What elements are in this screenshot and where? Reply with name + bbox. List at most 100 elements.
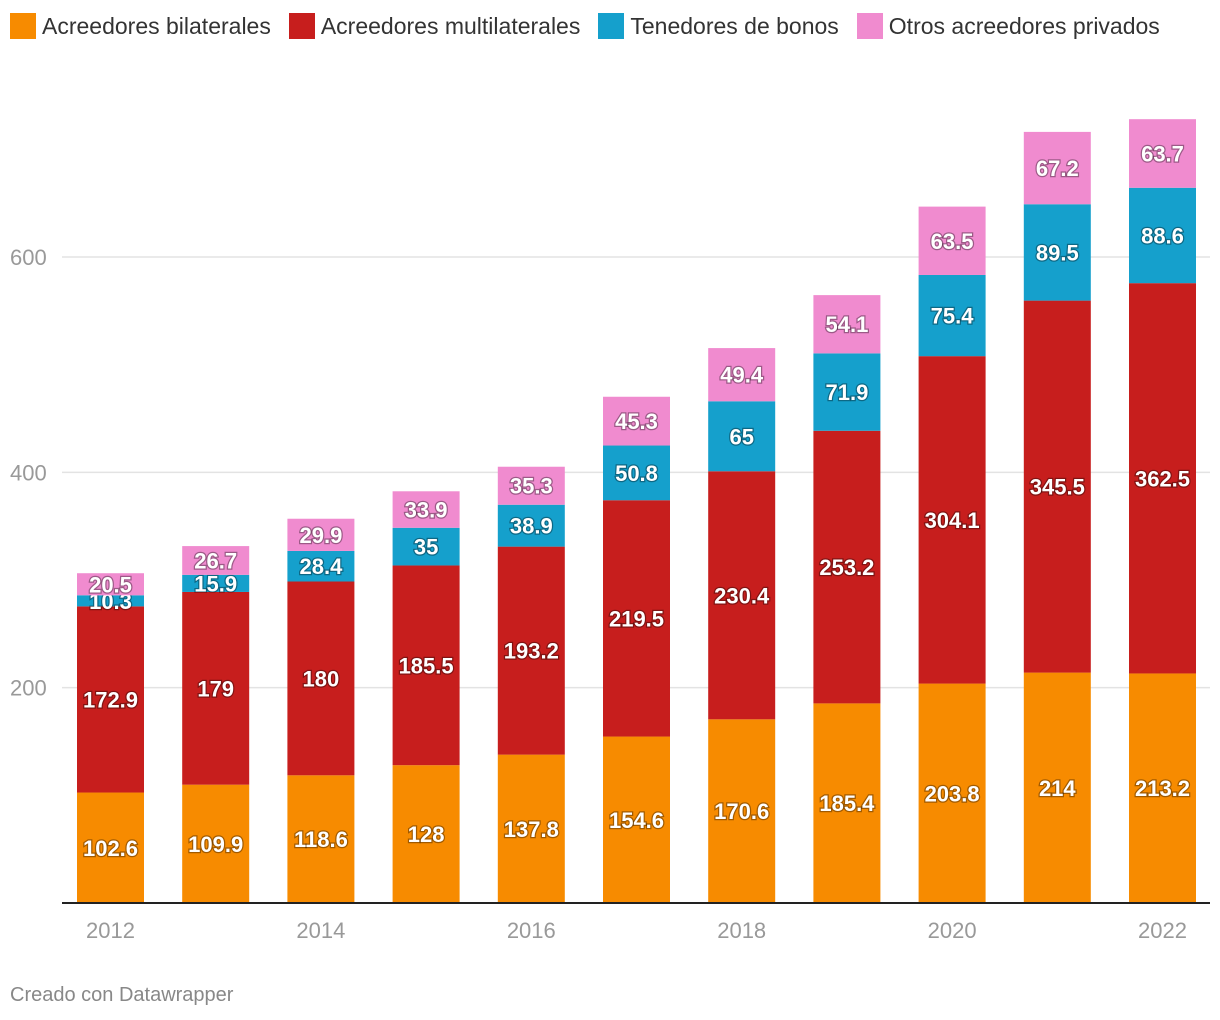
data-label: 128 — [408, 822, 445, 847]
bar-segment — [392, 565, 460, 766]
x-tick-label: 2016 — [507, 918, 556, 943]
data-label: 89.5 — [1036, 240, 1079, 265]
bar-segment — [182, 546, 250, 575]
legend-item-2: Tenedores de bonos — [598, 13, 839, 39]
bar-segment — [708, 401, 776, 472]
bar-segment — [287, 775, 355, 903]
bar-segment — [182, 784, 250, 903]
data-label: 170.6 — [714, 799, 769, 824]
data-label: 179 — [197, 676, 234, 701]
bar-segment — [497, 546, 565, 755]
footer-credit: Creado con Datawrapper — [10, 984, 234, 1006]
data-label: 45.3 — [615, 409, 658, 434]
data-label: 63.5 — [931, 229, 974, 254]
legend-swatch — [856, 13, 883, 39]
bar-segment — [813, 295, 881, 354]
data-label: 26.7 — [194, 548, 237, 573]
legend-swatch — [288, 13, 315, 39]
data-label: 102.6 — [83, 836, 138, 861]
data-label: 35.3 — [510, 474, 553, 499]
data-label: 304.1 — [925, 508, 980, 533]
data-label: 75.4 — [931, 304, 975, 329]
y-tick-label: 400 — [10, 460, 47, 485]
data-label: 230.4 — [714, 583, 770, 608]
data-label: 109.9 — [188, 832, 243, 857]
data-label: 28.4 — [299, 554, 343, 579]
data-label: 219.5 — [609, 606, 664, 631]
legend-label: Otros acreedores privados — [888, 13, 1160, 39]
legend-item-1: Acreedores multilaterales — [288, 13, 581, 39]
data-label: 71.9 — [825, 380, 868, 405]
data-label: 154.6 — [609, 808, 664, 833]
bar-segment — [497, 754, 565, 903]
data-label: 38.9 — [510, 514, 553, 539]
bar-segment — [918, 206, 986, 275]
data-label: 35 — [414, 535, 438, 560]
data-label: 118.6 — [294, 827, 348, 852]
data-label: 185.4 — [819, 791, 875, 816]
bar-segment — [603, 736, 670, 903]
data-label: 180 — [303, 666, 340, 691]
legend-swatch — [10, 13, 36, 39]
y-tick-label: 600 — [10, 245, 47, 270]
bar-segment — [287, 550, 355, 582]
bar-segment — [1023, 131, 1091, 205]
bar-segment — [497, 504, 565, 547]
data-label: 193.2 — [504, 639, 559, 664]
bar-segment — [1023, 300, 1091, 673]
data-label: 65 — [729, 424, 753, 449]
bar-segment — [497, 466, 565, 505]
data-label: 172.9 — [83, 687, 138, 712]
bar-segment — [813, 430, 881, 704]
bar-segment — [77, 792, 144, 903]
bar-segment — [77, 573, 144, 596]
bar-segment — [392, 491, 460, 528]
data-label: 63.7 — [1141, 141, 1184, 166]
bar-segment — [708, 719, 776, 903]
bar-segment — [1129, 673, 1196, 903]
data-label: 253.2 — [819, 555, 874, 580]
bar-segment — [603, 500, 670, 737]
bar-segment — [182, 591, 250, 785]
x-tick-label: 2014 — [296, 918, 345, 943]
legend-label: Acreedores multilaterales — [320, 13, 581, 39]
legend-label: Acreedores bilaterales — [42, 13, 271, 39]
bar-segment — [392, 765, 460, 903]
bar-segment — [1023, 672, 1091, 903]
data-label: 203.8 — [925, 781, 980, 806]
x-tick-label: 2018 — [717, 918, 766, 943]
data-label: 67.2 — [1036, 156, 1079, 181]
data-label: 345.5 — [1030, 475, 1085, 500]
x-tick-label: 2022 — [1138, 918, 1187, 943]
bar-segment — [77, 595, 144, 607]
bar-segment — [182, 574, 250, 592]
bar-segment — [603, 396, 670, 446]
y-tick-label: 200 — [10, 676, 47, 701]
bar-segment — [1129, 187, 1196, 284]
bar-segment — [603, 445, 670, 501]
bar-segment — [1023, 204, 1091, 301]
data-label: 20.5 — [89, 572, 132, 597]
data-label: 214 — [1039, 776, 1076, 801]
legend-swatch — [598, 13, 625, 39]
legend-label: Tenedores de bonos — [630, 13, 839, 39]
data-label: 185.5 — [399, 653, 454, 678]
bar-segment — [77, 606, 144, 793]
data-label: 137.8 — [504, 817, 559, 842]
x-tick-label: 2020 — [928, 918, 977, 943]
bar-segment — [813, 703, 881, 903]
bar-segment — [813, 353, 881, 431]
bar-segment — [287, 581, 355, 776]
bar-segment — [708, 471, 776, 720]
data-label: 362.5 — [1135, 466, 1190, 491]
data-label: 15.9 — [194, 571, 237, 596]
data-label: 54.1 — [825, 312, 868, 337]
data-label: 88.6 — [1141, 223, 1184, 248]
bar-segment — [918, 356, 986, 684]
data-label: 213.2 — [1135, 776, 1190, 801]
data-label: 50.8 — [615, 461, 658, 486]
legend: Acreedores bilaterales Acreedores multila… — [10, 8, 1190, 44]
bar-segment — [1129, 283, 1196, 674]
bar-segment — [708, 348, 776, 402]
